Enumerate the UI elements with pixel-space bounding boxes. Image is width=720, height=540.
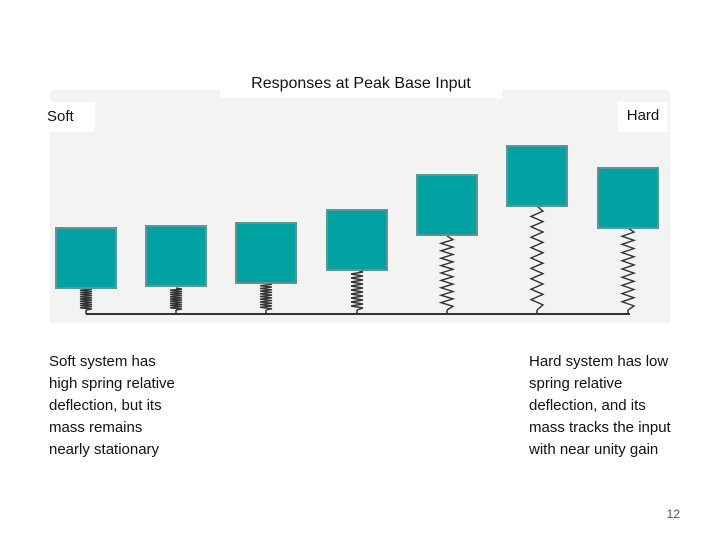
mass-block (416, 174, 478, 236)
page-number: 12 (666, 507, 680, 521)
hard-caption: Hard system has low spring relative defl… (529, 353, 671, 458)
spring (169, 287, 183, 311)
mass-block (235, 222, 297, 284)
figure-title: Responses at Peak Base Input (220, 72, 502, 98)
spring (259, 282, 273, 311)
mass-block (55, 227, 117, 289)
spring-mass-system-6 (506, 145, 568, 314)
spring-mass-system-3 (235, 222, 297, 314)
spring (619, 227, 637, 311)
mass-block (145, 225, 207, 287)
hard-label: Hard (618, 102, 668, 132)
spring-mass-system-7 (597, 167, 659, 314)
mass-block (326, 209, 388, 271)
spring-mass-system-5 (416, 174, 478, 314)
spring-mass-system-4 (326, 209, 388, 314)
mass-block (506, 145, 568, 207)
spring (79, 287, 93, 311)
spring (529, 205, 545, 311)
spring (438, 235, 456, 311)
spring-mass-system-2 (145, 225, 207, 314)
soft-caption: Soft system has high spring relative def… (49, 353, 175, 458)
spring-mass-figure (55, 145, 659, 315)
soft-label: Soft (44, 102, 95, 132)
spring-mass-system-1 (55, 227, 117, 314)
mass-block (597, 167, 659, 229)
spring (350, 269, 364, 311)
figure-panel (50, 90, 670, 323)
